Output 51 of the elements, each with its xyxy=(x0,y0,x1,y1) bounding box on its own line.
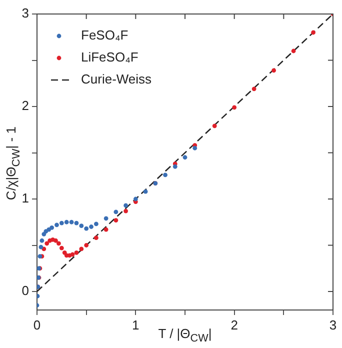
x-tick-label: 2 xyxy=(230,317,238,332)
point xyxy=(94,236,98,240)
x-axis-title: T / |Θ$_{CW}$| xyxy=(158,326,212,345)
point xyxy=(69,220,74,224)
point xyxy=(89,224,94,229)
point xyxy=(114,210,118,214)
point xyxy=(84,226,89,231)
point xyxy=(54,222,59,228)
point xyxy=(311,30,316,35)
point xyxy=(79,246,84,252)
point xyxy=(94,222,98,226)
point xyxy=(172,164,178,169)
point xyxy=(74,250,79,255)
point xyxy=(44,241,50,246)
point xyxy=(104,227,108,232)
legend-label: LiFeSO₄F xyxy=(81,50,138,65)
x-tick-label: 0 xyxy=(33,317,41,332)
point xyxy=(114,218,118,222)
y-tick-label: 2 xyxy=(22,98,29,114)
point xyxy=(272,68,276,73)
point xyxy=(163,172,168,178)
point xyxy=(192,146,198,150)
point xyxy=(56,241,61,246)
point xyxy=(143,189,148,194)
legend-label: Curie-Weiss xyxy=(81,72,152,87)
point xyxy=(232,105,237,110)
point xyxy=(84,243,89,248)
y-tick-label: 3 xyxy=(22,6,29,21)
point xyxy=(124,203,128,208)
y-tick-label: 1 xyxy=(22,190,29,206)
point xyxy=(79,224,84,228)
point xyxy=(124,208,128,214)
point xyxy=(50,225,54,230)
point xyxy=(59,246,64,250)
point xyxy=(212,124,217,128)
point xyxy=(252,86,256,92)
point xyxy=(70,252,75,257)
point xyxy=(40,238,44,243)
point xyxy=(38,244,44,250)
point xyxy=(182,155,188,160)
point xyxy=(64,220,69,224)
point xyxy=(74,220,79,226)
x-tick-label: 3 xyxy=(329,317,337,332)
y-tick-label: 0 xyxy=(22,283,29,298)
point xyxy=(133,196,138,202)
x-tick-label: 1 xyxy=(132,317,140,332)
point xyxy=(59,220,64,226)
point xyxy=(54,238,58,243)
legend-label: FeSO₄F xyxy=(81,28,128,43)
point xyxy=(291,48,296,54)
point xyxy=(104,216,108,221)
